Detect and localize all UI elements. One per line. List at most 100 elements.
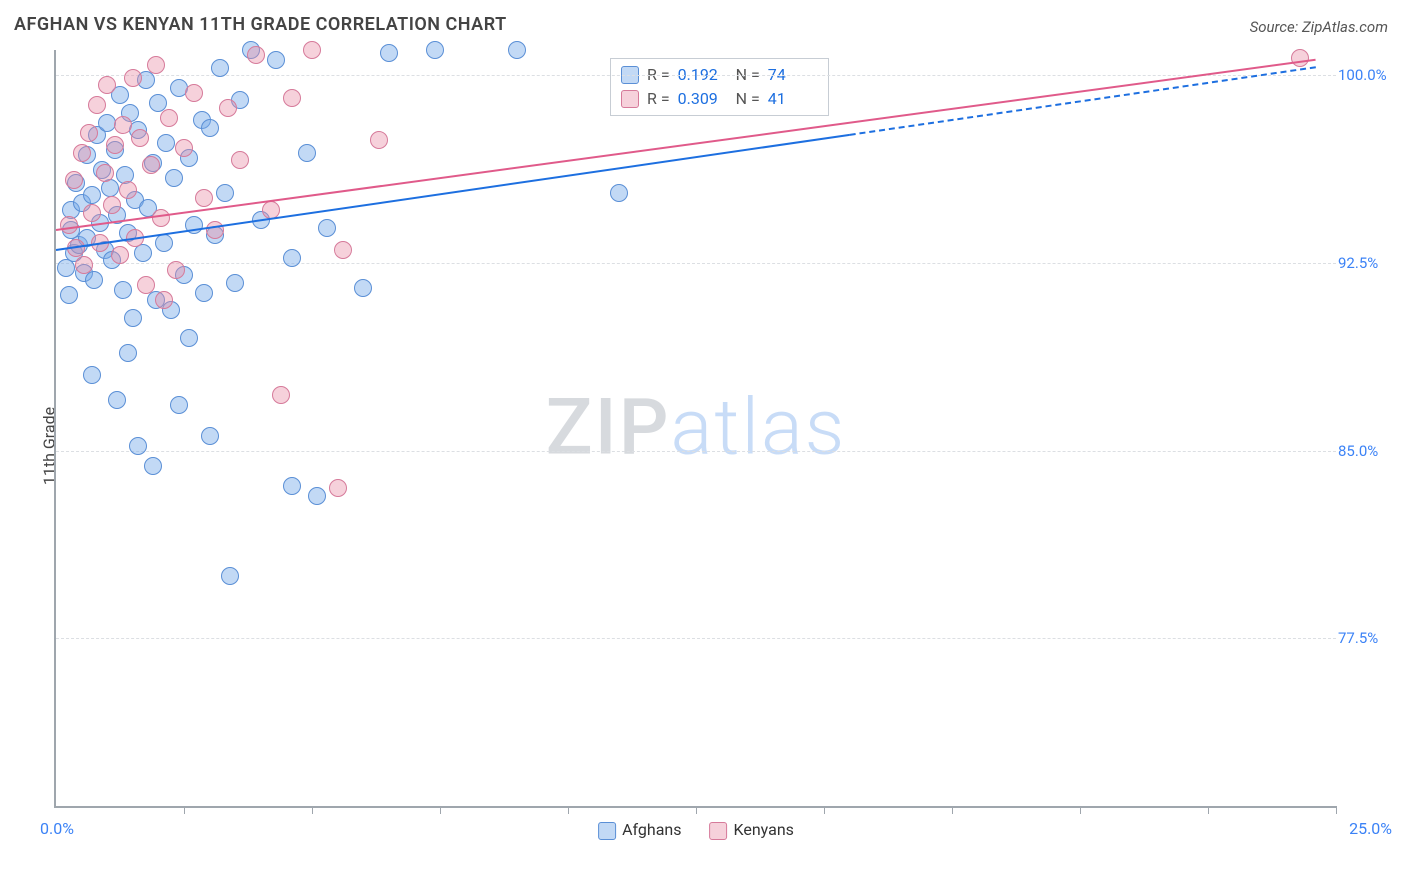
data-point xyxy=(75,256,93,274)
x-axis-min-label: 0.0% xyxy=(40,819,74,838)
series-legend: Afghans Kenyans xyxy=(598,820,794,840)
watermark-part1: ZIP xyxy=(546,383,671,474)
data-point xyxy=(60,216,78,234)
data-point xyxy=(88,96,106,114)
data-point xyxy=(329,479,347,497)
data-point xyxy=(318,219,336,237)
data-point xyxy=(165,169,183,187)
data-point xyxy=(370,131,388,149)
data-point xyxy=(160,109,178,127)
data-point xyxy=(83,204,101,222)
x-tick xyxy=(568,806,569,814)
data-point xyxy=(216,184,234,202)
data-point xyxy=(180,329,198,347)
data-point xyxy=(96,164,114,182)
data-point xyxy=(114,116,132,134)
data-point xyxy=(211,59,229,77)
data-point xyxy=(298,144,316,162)
data-point xyxy=(111,246,129,264)
x-tick xyxy=(440,806,441,814)
x-tick xyxy=(696,806,697,814)
data-point xyxy=(108,391,126,409)
data-point xyxy=(147,56,165,74)
data-point xyxy=(144,457,162,475)
data-point xyxy=(124,69,142,87)
data-point xyxy=(155,291,173,309)
gridline xyxy=(56,638,1336,639)
data-point xyxy=(155,234,173,252)
correlation-stats-box: R =0.192N =74R =0.309N =41 xyxy=(610,58,829,116)
x-tick xyxy=(1080,806,1081,814)
gridline xyxy=(56,451,1336,452)
data-point xyxy=(114,281,132,299)
data-point xyxy=(226,274,244,292)
data-point xyxy=(73,144,91,162)
watermark: ZIPatlas xyxy=(546,383,847,474)
data-point xyxy=(119,181,137,199)
legend-label-afghans: Afghans xyxy=(622,820,681,839)
data-point xyxy=(354,279,372,297)
legend-label-kenyans: Kenyans xyxy=(734,820,794,839)
x-tick xyxy=(952,806,953,814)
y-tick-label: 92.5% xyxy=(1338,254,1396,272)
stats-row: R = 0.309 N = 41 xyxy=(621,87,818,111)
stats-r-value: 0.309 xyxy=(678,87,728,111)
data-point xyxy=(610,184,628,202)
data-point xyxy=(98,76,116,94)
data-point xyxy=(221,567,239,585)
data-point xyxy=(129,437,147,455)
legend-item-kenyans: Kenyans xyxy=(710,820,794,840)
y-tick-label: 100.0% xyxy=(1338,66,1396,84)
data-point xyxy=(283,249,301,267)
data-point xyxy=(142,156,160,174)
data-point xyxy=(124,309,142,327)
data-point xyxy=(1291,49,1309,67)
x-tick xyxy=(824,806,825,814)
data-point xyxy=(272,386,290,404)
data-point xyxy=(508,41,526,59)
gridline xyxy=(56,263,1336,264)
legend-swatch-kenyans xyxy=(710,822,728,840)
y-tick-label: 77.5% xyxy=(1338,629,1396,647)
data-point xyxy=(83,186,101,204)
stats-r-label: R = xyxy=(647,87,670,111)
x-tick xyxy=(1208,806,1209,814)
stats-swatch xyxy=(621,90,639,108)
stats-n-label: N = xyxy=(736,87,760,111)
chart-title: AFGHAN VS KENYAN 11TH GRADE CORRELATION … xyxy=(14,14,507,35)
data-point xyxy=(380,44,398,62)
data-point xyxy=(283,477,301,495)
data-point xyxy=(426,41,444,59)
data-point xyxy=(308,487,326,505)
source-credit: Source: ZipAtlas.com xyxy=(1250,18,1388,36)
data-point xyxy=(83,366,101,384)
watermark-part2: atlas xyxy=(671,383,847,474)
x-tick xyxy=(312,806,313,814)
data-point xyxy=(167,261,185,279)
x-tick xyxy=(1336,806,1337,814)
data-point xyxy=(283,89,301,107)
data-point xyxy=(80,124,98,142)
data-point xyxy=(137,276,155,294)
data-point xyxy=(334,241,352,259)
x-axis-max-label: 25.0% xyxy=(1349,819,1392,838)
y-tick-label: 85.0% xyxy=(1338,442,1396,460)
data-point xyxy=(85,271,103,289)
x-tick xyxy=(184,806,185,814)
data-point xyxy=(201,119,219,137)
data-point xyxy=(103,196,121,214)
data-point xyxy=(247,46,265,64)
data-point xyxy=(60,286,78,304)
gridline xyxy=(56,75,1336,76)
data-point xyxy=(185,84,203,102)
legend-swatch-afghans xyxy=(598,822,616,840)
data-point xyxy=(219,99,237,117)
data-point xyxy=(303,41,321,59)
data-point xyxy=(65,171,83,189)
stats-n-value: 41 xyxy=(768,87,818,111)
data-point xyxy=(231,151,249,169)
data-point xyxy=(106,136,124,154)
data-point xyxy=(152,209,170,227)
data-point xyxy=(267,51,285,69)
legend-item-afghans: Afghans xyxy=(598,820,681,840)
